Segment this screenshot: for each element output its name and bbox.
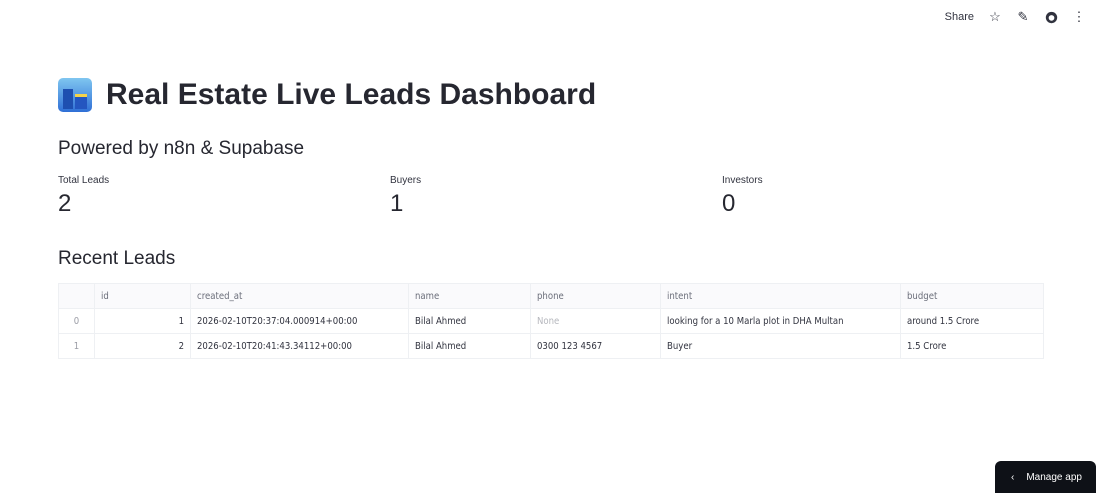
page-title: Real Estate Live Leads Dashboard (58, 78, 596, 112)
manage-app-label: Manage app (1026, 471, 1082, 483)
metric-value: 0 (722, 190, 736, 217)
metric-label: Investors (722, 175, 763, 186)
cell-phone[interactable]: 0300 123 4567 (530, 333, 661, 359)
share-button[interactable]: Share (944, 11, 974, 23)
metric-buyers: Buyers 1 (390, 175, 421, 218)
leads-table[interactable]: id created_at name phone intent budget 0… (58, 283, 1044, 359)
cell-id[interactable]: 2 (94, 333, 191, 359)
cell-created-at[interactable]: 2026-02-10T20:37:04.000914+00:00 (190, 308, 409, 334)
cell-budget[interactable]: 1.5 Crore (900, 333, 1044, 359)
table-row[interactable]: 0 1 2026-02-10T20:37:04.000914+00:00 Bil… (58, 308, 1044, 334)
table-row[interactable]: 1 2 2026-02-10T20:41:43.34112+00:00 Bila… (58, 333, 1044, 359)
cell-index[interactable]: 1 (58, 333, 95, 359)
col-phone[interactable]: phone (530, 283, 661, 309)
cell-intent[interactable]: Buyer (660, 333, 901, 359)
cell-index[interactable]: 0 (58, 308, 95, 334)
cell-id[interactable]: 1 (94, 308, 191, 334)
github-icon[interactable] (1044, 8, 1058, 26)
title-text: Real Estate Live Leads Dashboard (106, 78, 597, 111)
manage-app-button[interactable]: ‹ Manage app (995, 461, 1096, 493)
metric-value: 1 (390, 190, 404, 217)
col-budget[interactable]: budget (900, 283, 1044, 309)
col-index[interactable] (58, 283, 95, 309)
cell-name[interactable]: Bilal Ahmed (408, 308, 531, 334)
col-intent[interactable]: intent (660, 283, 901, 309)
metric-total-leads: Total Leads 2 (58, 175, 109, 218)
cell-intent[interactable]: looking for a 10 Marla plot in DHA Multa… (660, 308, 901, 334)
metric-label: Total Leads (58, 175, 110, 186)
metric-label: Buyers (390, 175, 422, 186)
cell-created-at[interactable]: 2026-02-10T20:41:43.34112+00:00 (190, 333, 409, 359)
chevron-left-icon: ‹ (1011, 471, 1015, 483)
metric-value: 2 (58, 190, 72, 217)
cell-budget[interactable]: around 1.5 Crore (900, 308, 1044, 334)
toolbar: Share ☆ ✎ ⋮ (945, 8, 1086, 26)
header-row: id created_at name phone intent budget (58, 283, 1044, 309)
more-vert-icon[interactable]: ⋮ (1072, 9, 1086, 24)
recent-leads-heading: Recent Leads (58, 248, 176, 269)
cell-phone[interactable]: None (530, 308, 661, 334)
metric-investors: Investors 0 (722, 175, 763, 218)
col-name[interactable]: name (408, 283, 531, 309)
col-id[interactable]: id (94, 283, 191, 309)
subtitle: Powered by n8n & Supabase (58, 138, 305, 159)
pencil-icon[interactable]: ✎ (1017, 9, 1029, 24)
cityscape-icon (58, 78, 92, 112)
col-created-at[interactable]: created_at (190, 283, 409, 309)
cell-name[interactable]: Bilal Ahmed (408, 333, 531, 359)
star-icon[interactable]: ☆ (989, 9, 1001, 24)
